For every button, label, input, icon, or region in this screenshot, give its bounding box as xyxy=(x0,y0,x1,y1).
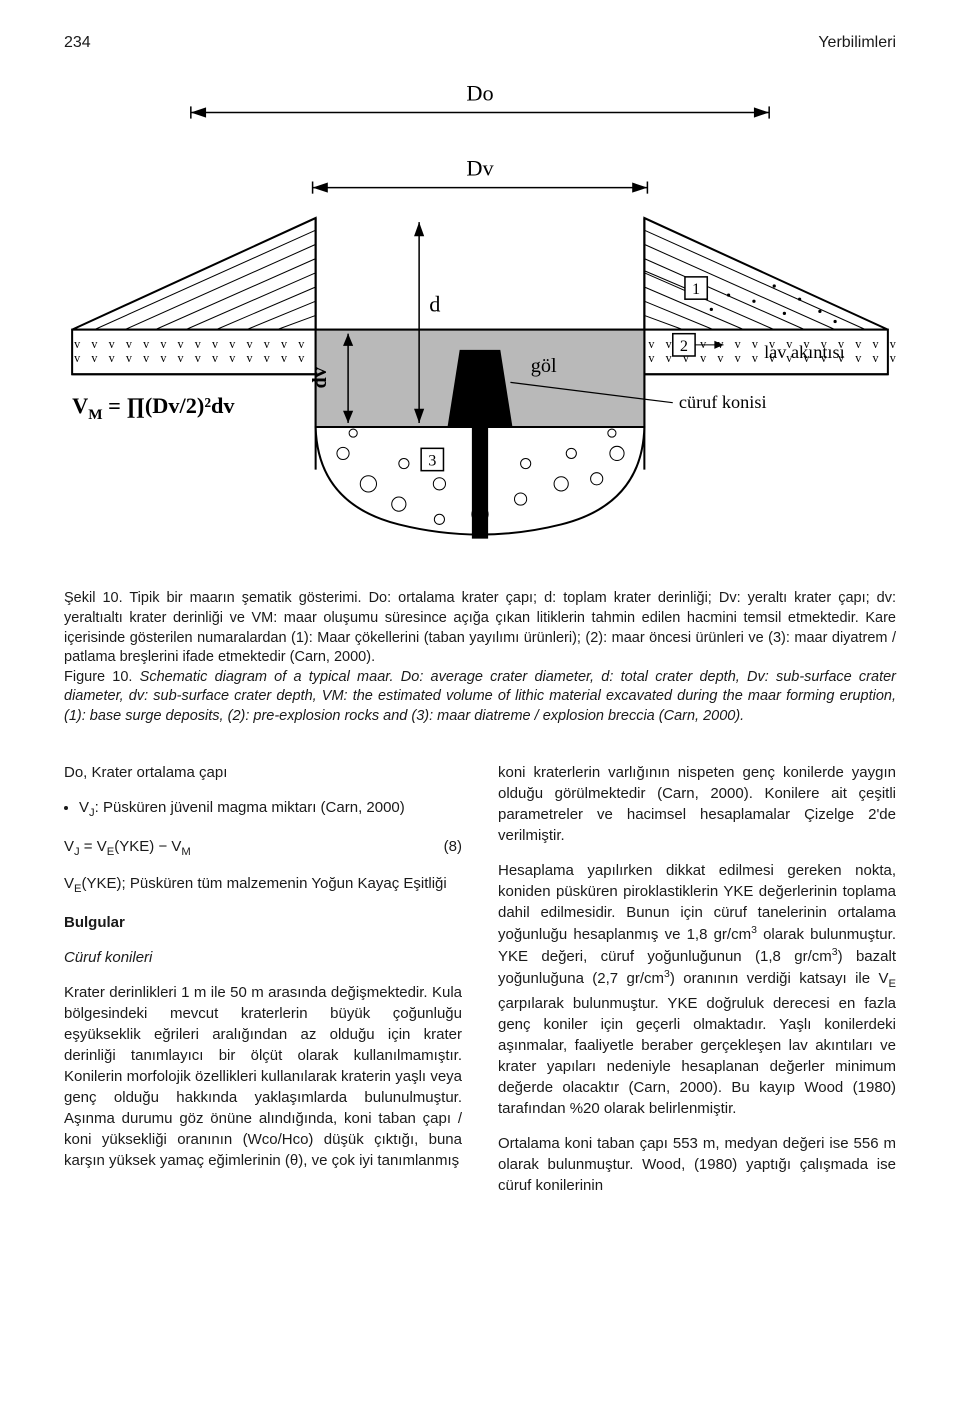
callout-2: 2 xyxy=(680,337,688,355)
left-p3: Krater derinlikleri 1 m ile 50 m arasınd… xyxy=(64,982,462,1171)
label-vm-formula: VM = ∏(Dv/2)²dv xyxy=(72,393,235,423)
left-p2: VE(YKE); Püsküren tüm malzemenin Yoğun K… xyxy=(64,873,462,898)
label-d: d xyxy=(429,292,440,317)
left-li1: VJ: Püsküren jüvenil magma miktarı (Carn… xyxy=(79,797,462,822)
right-p2: Hesaplama yapılırken dikkat edilmesi ger… xyxy=(498,860,896,1119)
heading-bulgular: Bulgular xyxy=(64,912,462,933)
left-column: Do, Krater ortalama çapı VJ: Püsküren jü… xyxy=(64,762,462,1210)
page-header: 234 Yerbilimleri xyxy=(64,32,896,54)
left-p1: Do, Krater ortalama çapı xyxy=(64,762,462,783)
right-p3: Ortalama koni taban çapı 553 m, medyan d… xyxy=(498,1133,896,1196)
label-do: Do xyxy=(466,81,493,106)
label-cone: cüruf konisi xyxy=(679,392,767,412)
heading-curuf: Cüruf konileri xyxy=(64,947,462,968)
callout-1: 1 xyxy=(692,281,700,299)
right-column: koni kraterlerin varlığının nispeten gen… xyxy=(498,762,896,1210)
caption-tr-text: Tipik bir maarın şematik gösterimi. Do: … xyxy=(64,590,896,665)
journal-title: Yerbilimleri xyxy=(818,32,896,54)
caption-en-text: Schematic diagram of a typical maar. Do:… xyxy=(64,669,896,724)
figure-10: Do Dv xyxy=(64,78,896,565)
figure-caption: Şekil 10. Tipik bir maarın şematik göste… xyxy=(64,589,896,726)
body-columns: Do, Krater ortalama çapı VJ: Püsküren jü… xyxy=(64,762,896,1210)
caption-en-label: Figure 10. xyxy=(64,669,132,685)
label-dv-depth: dv xyxy=(309,367,331,389)
equation-8: VJ = VE(YKE) − VM (8) xyxy=(64,836,462,861)
callout-3: 3 xyxy=(428,452,436,470)
eq8-number: (8) xyxy=(444,836,462,857)
label-gol: göl xyxy=(531,356,557,378)
maar-diagram-svg: Do Dv xyxy=(64,78,896,565)
right-p1: koni kraterlerin varlığının nispeten gen… xyxy=(498,762,896,846)
caption-tr-label: Şekil 10. xyxy=(64,590,123,606)
label-lava: lav akıntısı xyxy=(764,342,845,362)
label-dv: Dv xyxy=(466,156,494,181)
page-number: 234 xyxy=(64,32,91,54)
